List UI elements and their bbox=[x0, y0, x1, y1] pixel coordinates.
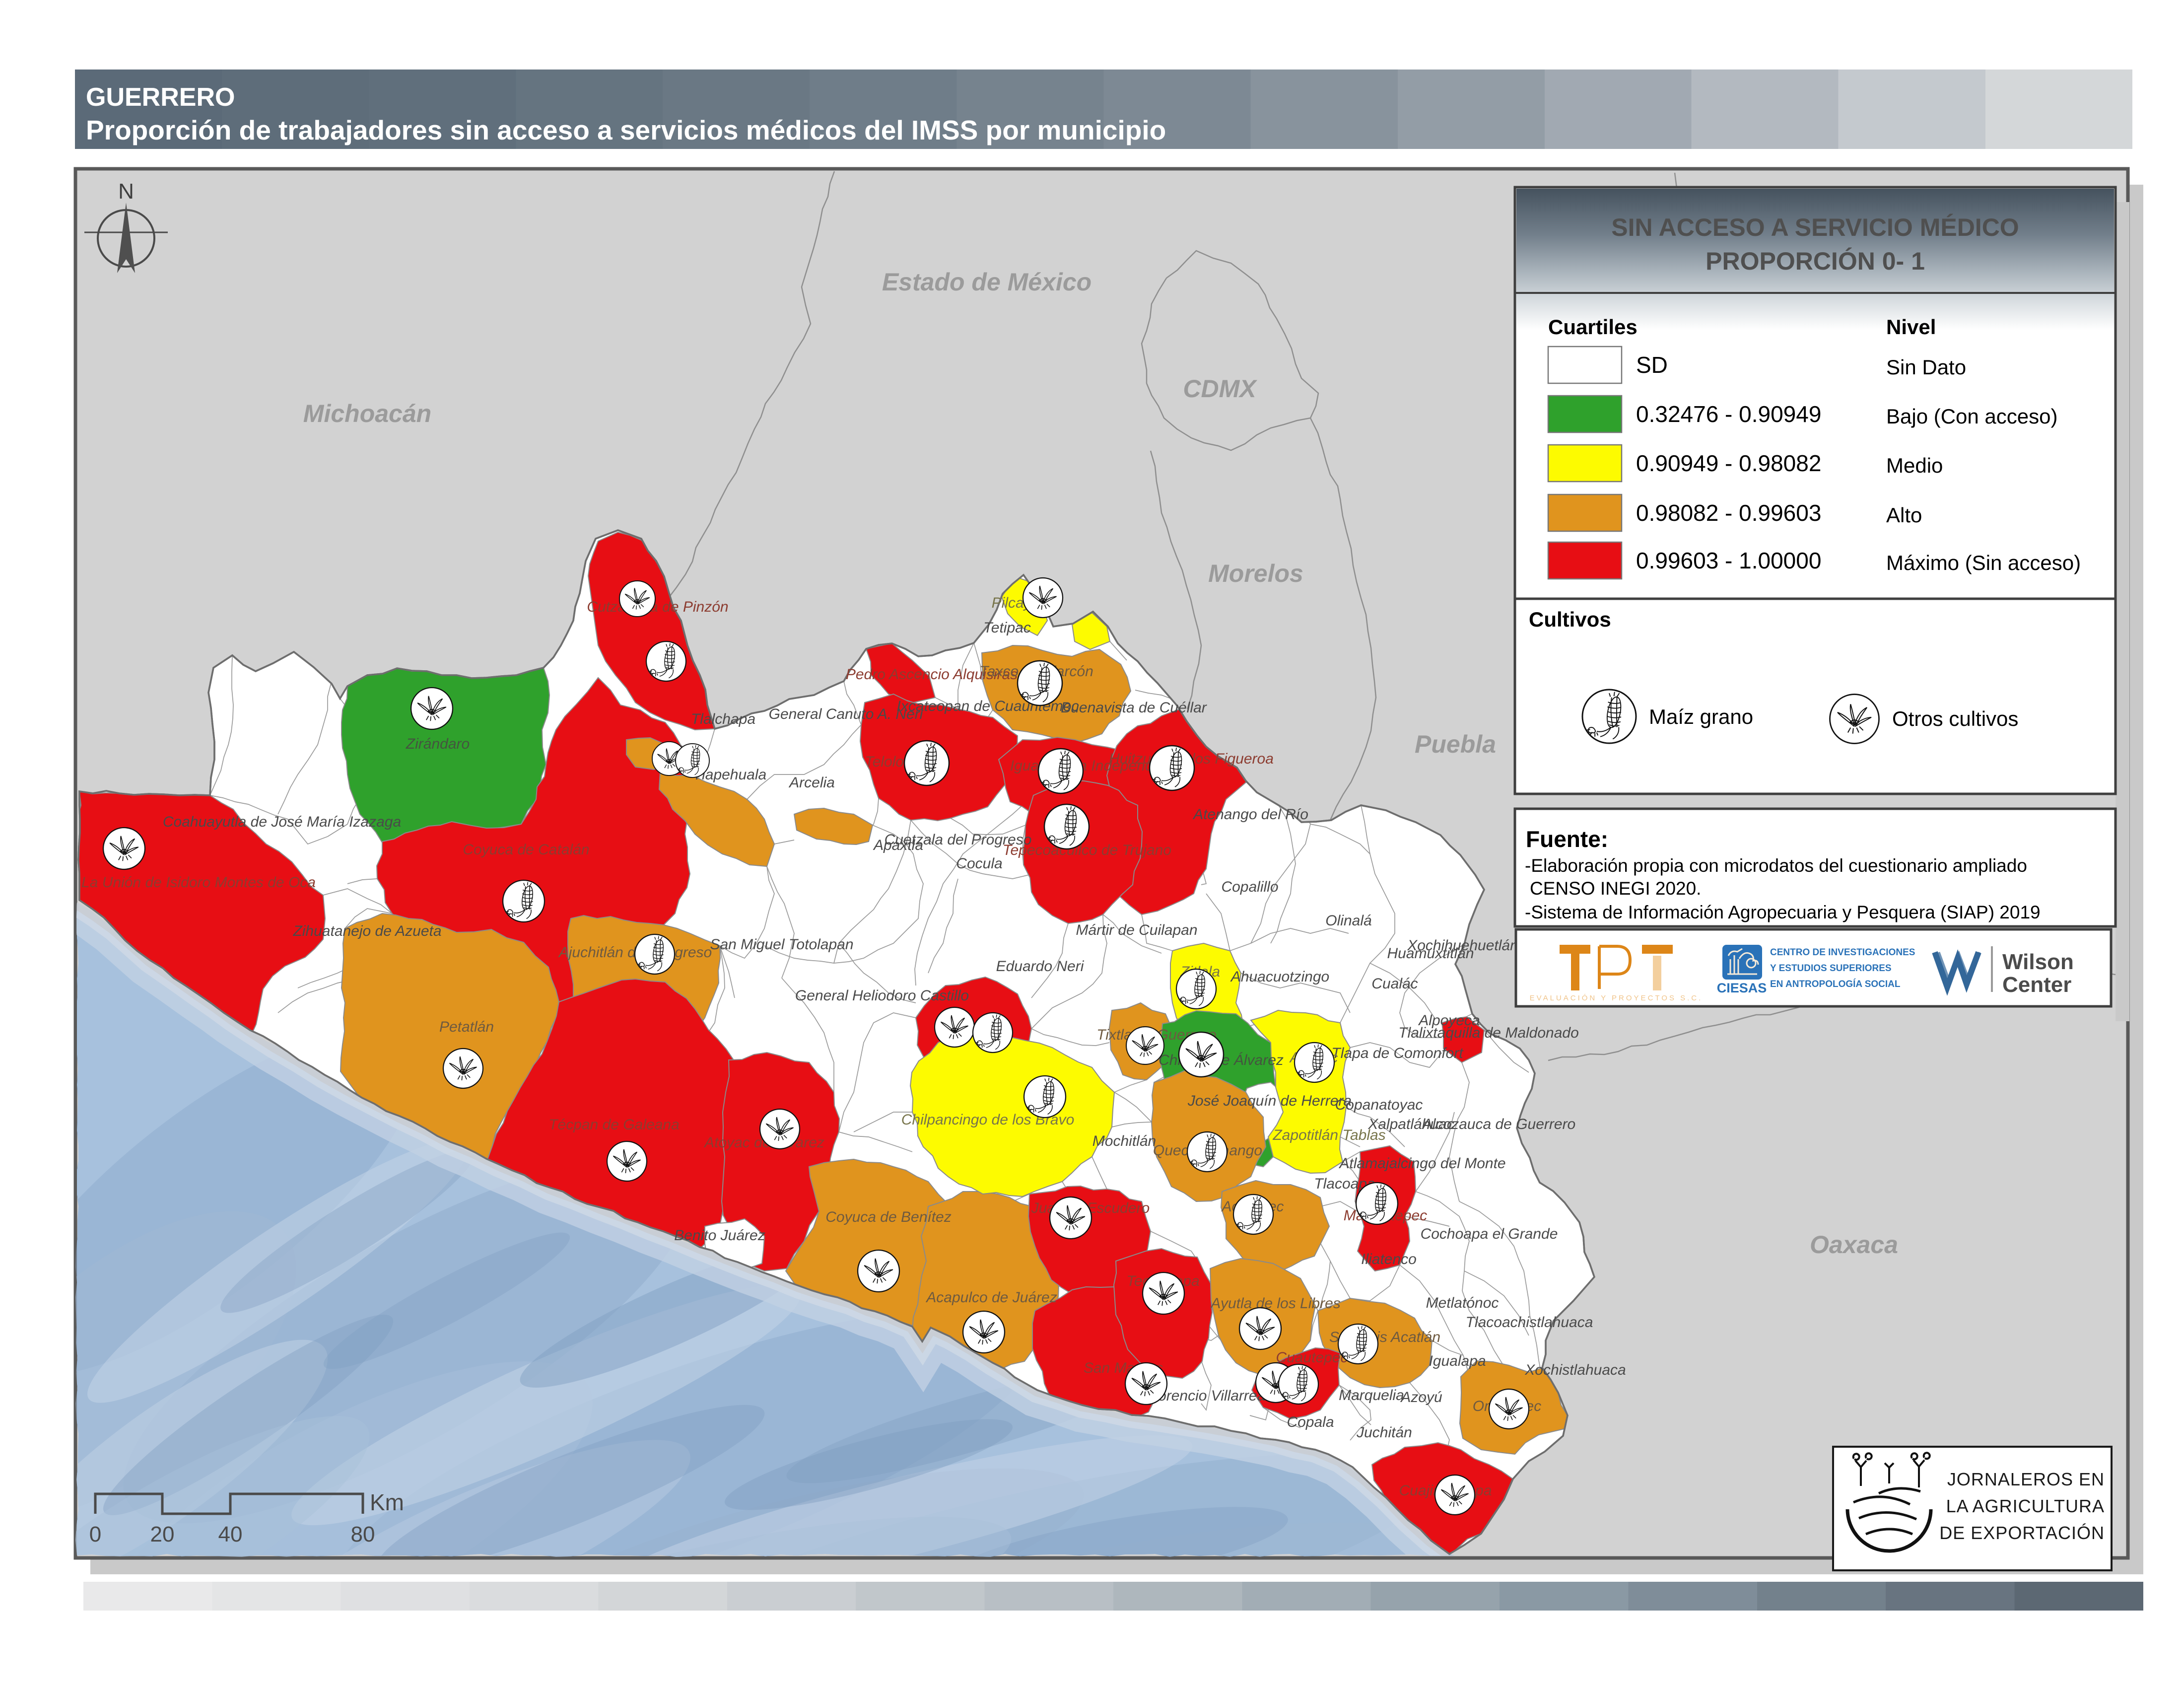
svg-text:Iliatenco: Iliatenco bbox=[1361, 1251, 1417, 1267]
svg-text:EN ANTROPOLOGÍA SOCIAL: EN ANTROPOLOGÍA SOCIAL bbox=[1770, 979, 1901, 989]
svg-text:Proporción de trabajadores sin: Proporción de trabajadores sin acceso a … bbox=[86, 115, 1166, 145]
svg-text:Xochistlahuaca: Xochistlahuaca bbox=[1524, 1362, 1626, 1378]
svg-text:SD: SD bbox=[1636, 352, 1668, 378]
svg-text:Oaxaca: Oaxaca bbox=[1810, 1231, 1898, 1259]
svg-text:Michoacán: Michoacán bbox=[303, 400, 431, 427]
svg-text:Ahuacuotzingo: Ahuacuotzingo bbox=[1230, 969, 1330, 985]
svg-text:Marquelia: Marquelia bbox=[1339, 1387, 1404, 1404]
svg-text:José Joaquín de Herrera: José Joaquín de Herrera bbox=[1187, 1093, 1352, 1109]
svg-text:General Canuto A. Neri: General Canuto A. Neri bbox=[769, 706, 924, 722]
svg-text:Cuartiles: Cuartiles bbox=[1548, 315, 1638, 339]
svg-text:Medio: Medio bbox=[1886, 454, 1943, 477]
svg-text:Benito Juárez: Benito Juárez bbox=[674, 1227, 765, 1244]
svg-text:CENTRO DE INVESTIGACIONES: CENTRO DE INVESTIGACIONES bbox=[1770, 947, 1915, 958]
svg-text:40: 40 bbox=[218, 1522, 243, 1547]
svg-text:0.99603 - 1.00000: 0.99603 - 1.00000 bbox=[1636, 548, 1821, 573]
svg-text:Tlalchapa: Tlalchapa bbox=[691, 711, 755, 727]
svg-text:0.90949 - 0.98082: 0.90949 - 0.98082 bbox=[1636, 450, 1821, 476]
svg-text:Acapulco de Juárez: Acapulco de Juárez bbox=[925, 1289, 1057, 1306]
svg-text:Olinalá: Olinalá bbox=[1325, 913, 1371, 929]
svg-text:Center: Center bbox=[2002, 973, 2071, 997]
svg-text:0: 0 bbox=[89, 1522, 101, 1547]
svg-text:Azoyú: Azoyú bbox=[1400, 1389, 1442, 1406]
svg-text:Nivel: Nivel bbox=[1886, 315, 1936, 339]
svg-text:JORNALEROS EN: JORNALEROS EN bbox=[1947, 1469, 2105, 1489]
svg-text:Tlapa de Comonfort: Tlapa de Comonfort bbox=[1331, 1045, 1464, 1061]
svg-text:Puebla: Puebla bbox=[1415, 730, 1496, 758]
svg-text:Km: Km bbox=[370, 1489, 404, 1515]
svg-text:Copanatoyac: Copanatoyac bbox=[1335, 1097, 1423, 1113]
svg-text:Mochitlán: Mochitlán bbox=[1092, 1133, 1156, 1149]
svg-text:Apaxtla: Apaxtla bbox=[873, 837, 923, 853]
svg-text:Eduardo Neri: Eduardo Neri bbox=[996, 958, 1085, 975]
svg-text:GUERRERO: GUERRERO bbox=[86, 83, 235, 112]
svg-text:Cochoapa el Grande: Cochoapa el Grande bbox=[1421, 1226, 1558, 1242]
svg-text:Morelos: Morelos bbox=[1208, 560, 1303, 587]
svg-text:SIN ACCESO A SERVICIO MÉDICO: SIN ACCESO A SERVICIO MÉDICO bbox=[1611, 213, 2019, 241]
svg-text:Tlalixtaquilla de Maldonado: Tlalixtaquilla de Maldonado bbox=[1398, 1025, 1579, 1041]
svg-text:Coyuca de Benítez: Coyuca de Benítez bbox=[825, 1209, 952, 1225]
svg-text:Mártir de Cuilapan: Mártir de Cuilapan bbox=[1076, 922, 1197, 938]
svg-text:Tepecoacuilco de Trujano: Tepecoacuilco de Trujano bbox=[1003, 842, 1171, 858]
svg-text:Metlatónoc: Metlatónoc bbox=[1426, 1295, 1499, 1311]
svg-text:Cuetzala del Progreso: Cuetzala del Progreso bbox=[885, 832, 1032, 848]
svg-text:20: 20 bbox=[150, 1522, 175, 1547]
svg-text:Cualác: Cualác bbox=[1371, 976, 1418, 992]
svg-text:Cocula: Cocula bbox=[956, 855, 1002, 872]
svg-text:Atenango del Río: Atenango del Río bbox=[1192, 806, 1308, 823]
svg-text:Copalillo: Copalillo bbox=[1221, 879, 1278, 895]
svg-text:Otros cultivos: Otros cultivos bbox=[1892, 707, 2018, 730]
svg-text:Igualapa: Igualapa bbox=[1429, 1353, 1486, 1369]
svg-text:Alcozauca de Guerrero: Alcozauca de Guerrero bbox=[1422, 1116, 1576, 1132]
svg-text:Tlacoachistlahuaca: Tlacoachistlahuaca bbox=[1466, 1314, 1593, 1331]
svg-text:Atlamajalcingo del Monte: Atlamajalcingo del Monte bbox=[1338, 1155, 1505, 1172]
svg-text:Pedro Ascencio Alquisiras: Pedro Ascencio Alquisiras bbox=[846, 666, 1018, 683]
svg-text:-Sistema de Información Agrope: -Sistema de Información Agropecuaria y P… bbox=[1525, 902, 2041, 922]
svg-text:Xalpatláhuac: Xalpatláhuac bbox=[1367, 1116, 1454, 1132]
svg-text:Huamuxtitlán: Huamuxtitlán bbox=[1387, 945, 1474, 962]
svg-text:Cultivos: Cultivos bbox=[1529, 608, 1611, 631]
svg-text:Wilson: Wilson bbox=[2002, 950, 2074, 974]
svg-text:Fuente:: Fuente: bbox=[1526, 826, 1608, 852]
svg-text:San Miguel Totolapan: San Miguel Totolapan bbox=[710, 936, 853, 953]
svg-text:Técpan de Galeana: Técpan de Galeana bbox=[548, 1117, 680, 1133]
svg-text:Estado de México: Estado de México bbox=[882, 268, 1092, 296]
svg-text:Máximo (Sin acceso): Máximo (Sin acceso) bbox=[1886, 551, 2081, 574]
svg-text:Zapotitlán Tablas: Zapotitlán Tablas bbox=[1272, 1127, 1385, 1143]
svg-text:Tetipac: Tetipac bbox=[983, 620, 1031, 636]
svg-text:Bajo (Con acceso): Bajo (Con acceso) bbox=[1886, 405, 2058, 428]
svg-text:Xochihuehuetlán: Xochihuehuetlán bbox=[1407, 937, 1518, 954]
svg-text:Zirándaro: Zirándaro bbox=[406, 736, 470, 752]
svg-text:0.98082 - 0.99603: 0.98082 - 0.99603 bbox=[1636, 500, 1821, 526]
svg-text:Y ESTUDIOS SUPERIORES: Y ESTUDIOS SUPERIORES bbox=[1770, 963, 1892, 974]
svg-text:Coyuca de Catalán: Coyuca de Catalán bbox=[463, 842, 589, 858]
svg-text:Petatlán: Petatlán bbox=[439, 1019, 494, 1035]
svg-text:-Elaboración propia con microd: -Elaboración propia con microdatos del c… bbox=[1525, 855, 2027, 876]
svg-text:Cutzamala de Pinzón: Cutzamala de Pinzón bbox=[587, 599, 728, 615]
svg-text:CIESAS: CIESAS bbox=[1717, 981, 1767, 995]
svg-text:CENSO INEGI 2020.: CENSO INEGI 2020. bbox=[1530, 878, 1701, 899]
svg-text:La Unión de Isidoro Montes de: La Unión de Isidoro Montes de Oca bbox=[81, 874, 316, 891]
svg-text:Arcelia: Arcelia bbox=[788, 774, 835, 791]
svg-text:Coahuayutla de José María Izaz: Coahuayutla de José María Izazaga bbox=[163, 814, 401, 830]
svg-text:PROPORCIÓN 0- 1: PROPORCIÓN 0- 1 bbox=[1706, 247, 1925, 275]
svg-text:80: 80 bbox=[351, 1522, 375, 1547]
svg-text:General Heliodoro Castillo: General Heliodoro Castillo bbox=[795, 987, 969, 1004]
svg-text:Copala: Copala bbox=[1287, 1414, 1334, 1430]
svg-text:DE EXPORTACIÓN: DE EXPORTACIÓN bbox=[1939, 1523, 2105, 1543]
svg-text:Juchitán: Juchitán bbox=[1356, 1424, 1412, 1441]
svg-text:Cuautepec: Cuautepec bbox=[1276, 1349, 1348, 1366]
svg-text:Ayutla de los Libres: Ayutla de los Libres bbox=[1210, 1295, 1341, 1312]
svg-text:Buenavista de Cuéllar: Buenavista de Cuéllar bbox=[1061, 700, 1207, 716]
svg-text:Sin Dato: Sin Dato bbox=[1886, 355, 1966, 379]
svg-text:Alto: Alto bbox=[1886, 503, 1922, 527]
svg-text:Maíz grano: Maíz grano bbox=[1649, 705, 1753, 728]
svg-text:0.32476 - 0.90949: 0.32476 - 0.90949 bbox=[1636, 401, 1821, 427]
svg-text:Zihuatanejo de Azueta: Zihuatanejo de Azueta bbox=[292, 923, 441, 939]
svg-text:N: N bbox=[118, 179, 134, 204]
svg-text:Alpoyeca: Alpoyeca bbox=[1418, 1012, 1480, 1029]
svg-text:EVALUACIÓN Y PROYECTOS S.C.: EVALUACIÓN Y PROYECTOS S.C. bbox=[1530, 994, 1703, 1002]
svg-text:LA AGRICULTURA: LA AGRICULTURA bbox=[1946, 1496, 2105, 1516]
svg-text:CDMX: CDMX bbox=[1183, 375, 1257, 403]
